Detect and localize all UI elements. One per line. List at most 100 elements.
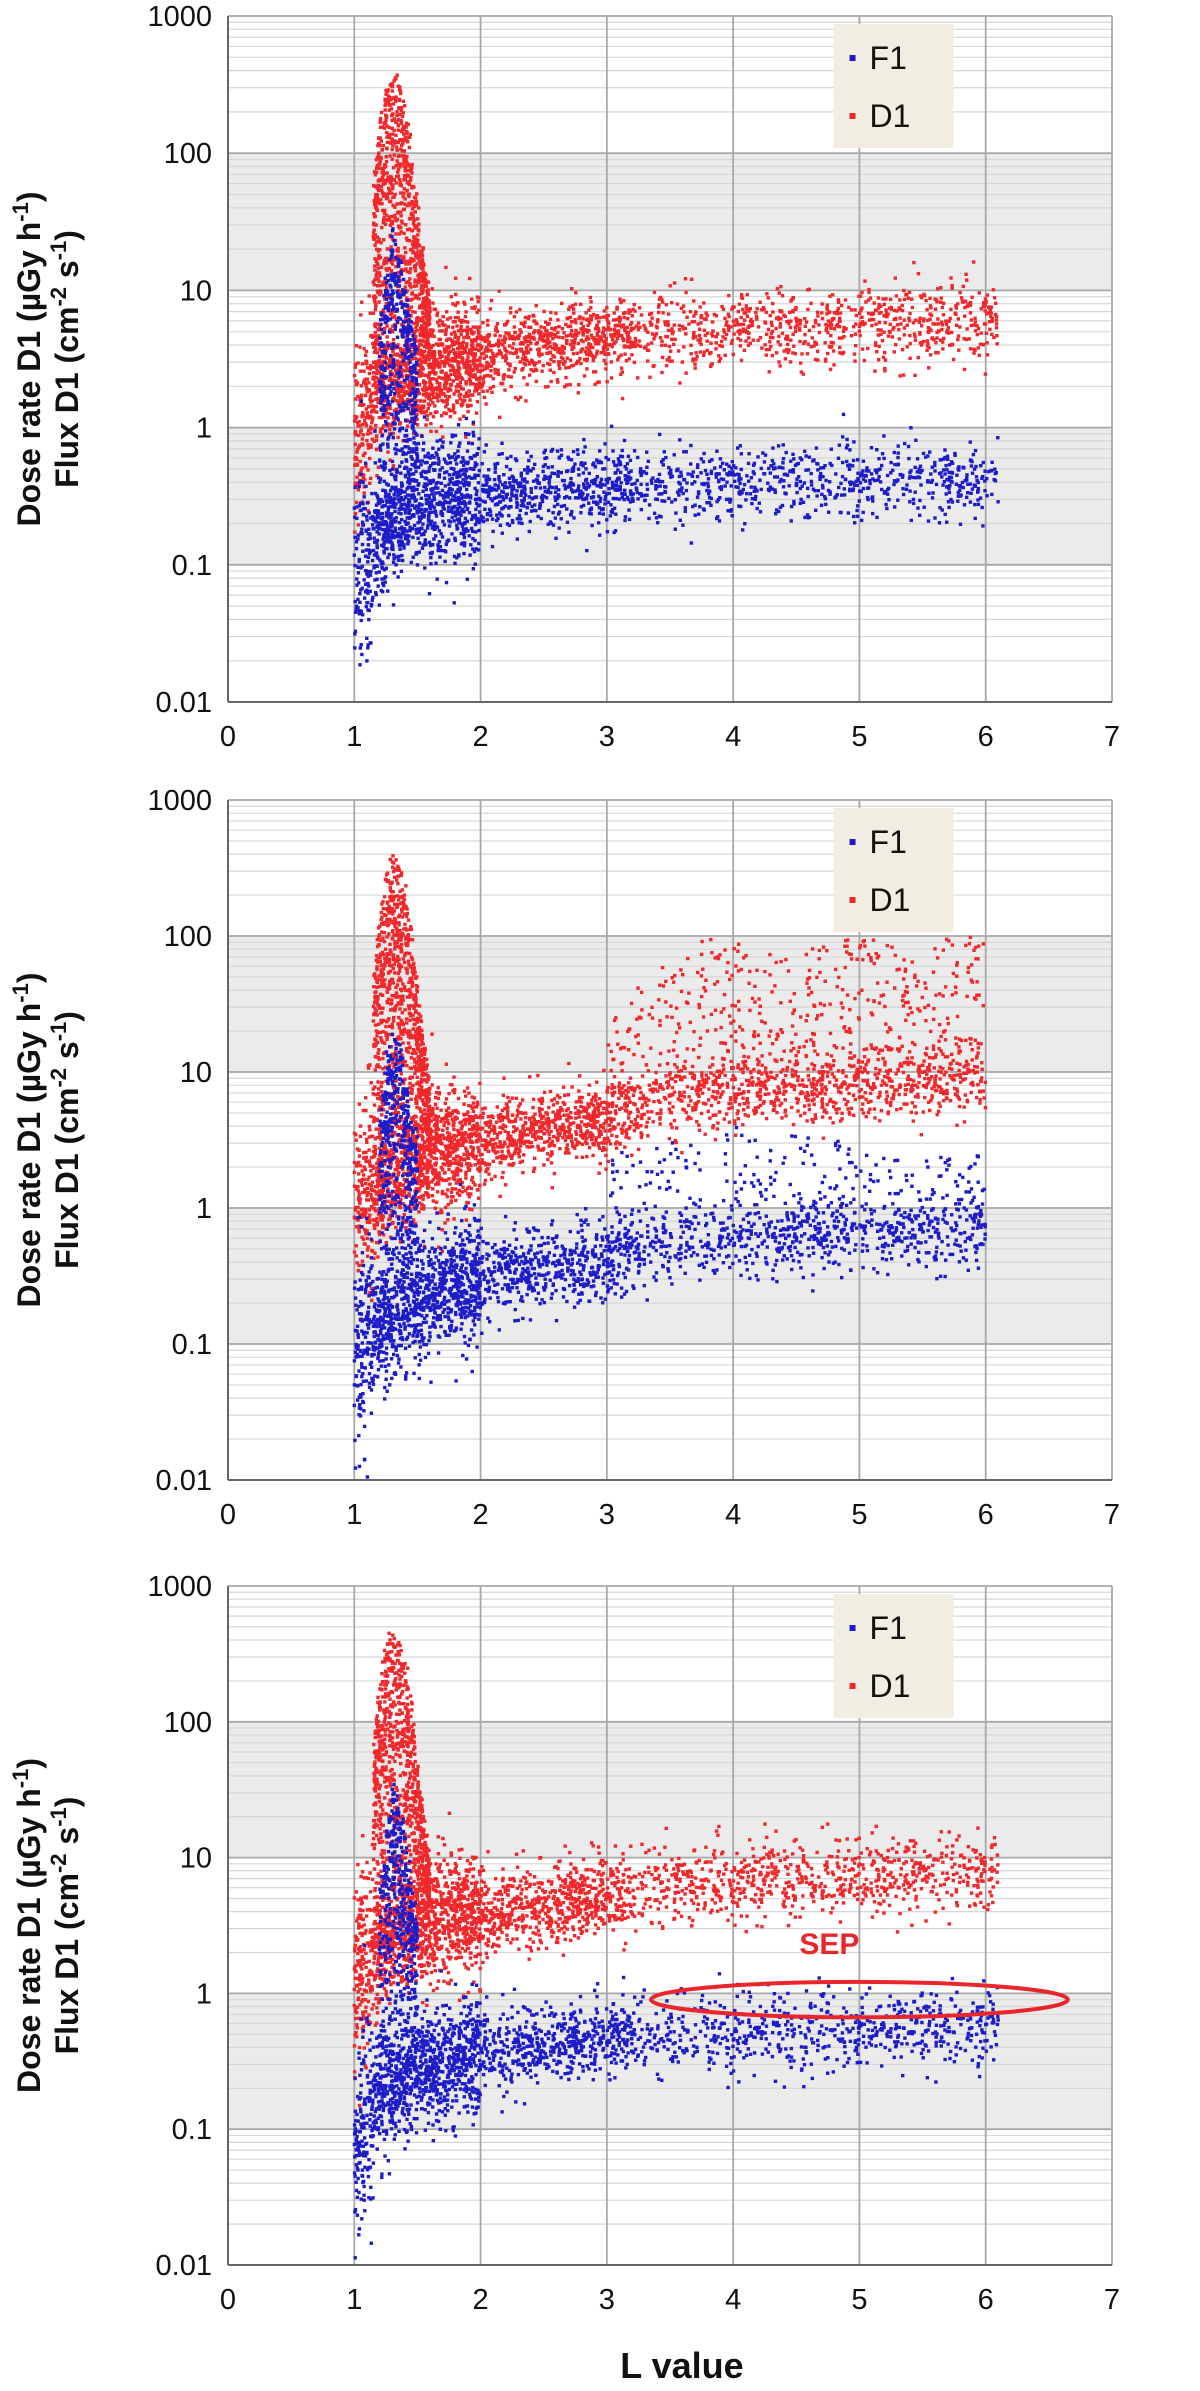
data-point-D1	[501, 355, 505, 360]
data-point-F1	[412, 495, 417, 499]
data-point-D1	[454, 292, 458, 297]
data-point-D1	[426, 300, 430, 304]
data-point-D1	[504, 359, 508, 363]
data-point-D1	[721, 307, 726, 311]
data-point-F1	[394, 563, 398, 567]
data-point-D1	[660, 355, 665, 360]
data-point-D1	[399, 154, 403, 158]
data-point-F1	[391, 532, 395, 536]
data-point-F1	[460, 522, 464, 526]
data-point-D1	[464, 310, 468, 314]
data-point-F1	[484, 443, 488, 447]
data-point-D1	[388, 377, 393, 381]
data-point-F1	[775, 475, 779, 479]
data-point-D1	[699, 315, 703, 320]
data-point-F1	[436, 545, 441, 549]
data-point-D1	[548, 340, 552, 344]
data-point-D1	[898, 374, 902, 378]
data-point-D1	[613, 318, 618, 322]
data-point-F1	[363, 596, 367, 600]
data-point-D1	[396, 435, 400, 440]
data-point-D1	[949, 276, 953, 280]
data-point-D1	[545, 351, 549, 355]
data-point-F1	[679, 470, 683, 474]
data-point-F1	[693, 503, 697, 507]
data-point-D1	[992, 335, 996, 340]
data-point-D1	[950, 342, 955, 347]
data-point-D1	[857, 294, 861, 298]
data-point-F1	[736, 485, 740, 489]
data-point-F1	[663, 499, 667, 503]
data-point-D1	[670, 327, 674, 331]
data-point-D1	[403, 197, 407, 201]
data-point-F1	[504, 492, 508, 497]
data-point-D1	[722, 328, 726, 332]
data-point-F1	[834, 472, 838, 476]
data-point-D1	[355, 450, 359, 454]
data-point-D1	[965, 304, 969, 309]
data-point-D1	[696, 338, 700, 342]
data-point-D1	[408, 227, 412, 231]
data-point-F1	[828, 492, 832, 496]
data-point-D1	[375, 322, 380, 326]
data-point-D1	[503, 388, 507, 392]
data-point-D1	[415, 262, 419, 266]
data-point-D1	[412, 406, 416, 410]
data-point-D1	[404, 280, 408, 285]
data-point-D1	[924, 298, 928, 303]
data-point-D1	[428, 349, 432, 353]
data-point-D1	[388, 154, 392, 158]
data-point-D1	[382, 347, 386, 351]
data-point-D1	[504, 356, 508, 360]
data-point-F1	[377, 476, 381, 480]
data-point-D1	[670, 359, 674, 363]
data-point-D1	[522, 357, 526, 362]
data-point-D1	[587, 337, 591, 341]
data-point-D1	[754, 311, 758, 315]
data-point-F1	[611, 496, 615, 501]
data-point-D1	[392, 79, 396, 83]
data-point-D1	[390, 82, 394, 87]
data-point-F1	[926, 519, 931, 523]
data-point-F1	[739, 504, 743, 509]
data-point-F1	[523, 487, 527, 491]
data-point-F1	[502, 473, 506, 477]
data-point-F1	[414, 527, 418, 532]
data-point-D1	[418, 351, 422, 356]
data-point-D1	[479, 334, 483, 338]
data-point-D1	[445, 310, 449, 314]
data-point-D1	[673, 337, 677, 342]
data-point-D1	[824, 328, 828, 332]
data-point-D1	[790, 297, 794, 302]
data-point-F1	[493, 503, 498, 507]
data-point-D1	[355, 481, 360, 485]
data-point-D1	[751, 338, 755, 342]
data-point-D1	[942, 336, 946, 341]
data-point-D1	[391, 349, 395, 353]
data-point-D1	[471, 382, 475, 386]
data-point-D1	[379, 372, 383, 376]
data-point-D1	[380, 225, 384, 230]
data-point-D1	[619, 300, 623, 305]
data-point-D1	[375, 366, 379, 370]
data-point-F1	[464, 527, 468, 531]
data-point-D1	[382, 218, 386, 222]
data-point-D1	[472, 356, 476, 361]
data-point-F1	[893, 505, 897, 509]
data-point-D1	[581, 317, 585, 321]
data-point-D1	[597, 329, 601, 333]
data-point-D1	[572, 342, 576, 346]
data-point-F1	[454, 471, 458, 475]
data-point-F1	[770, 487, 775, 491]
data-point-D1	[467, 336, 471, 340]
data-point-D1	[448, 377, 452, 382]
data-point-D1	[852, 352, 857, 356]
data-point-D1	[969, 318, 974, 322]
data-point-F1	[860, 473, 864, 477]
data-point-F1	[391, 603, 396, 607]
data-point-D1	[419, 343, 424, 347]
data-point-D1	[466, 394, 470, 398]
data-point-F1	[591, 490, 596, 494]
data-point-F1	[620, 448, 624, 453]
data-point-D1	[840, 336, 844, 340]
